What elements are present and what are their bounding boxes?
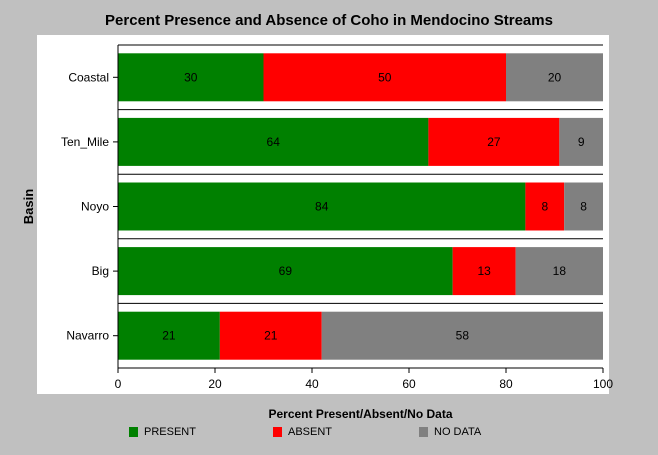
bar-absent-ten_mile [428, 117, 560, 166]
data-label: 58 [456, 329, 470, 343]
legend-item-absent: ABSENT [273, 426, 332, 438]
bar-absent-noyo [525, 182, 565, 231]
data-label: 20 [548, 70, 562, 84]
data-label: 21 [162, 329, 176, 343]
bar-absent-navarro [219, 311, 322, 360]
bar-no-data-coastal [506, 53, 603, 102]
data-label: 8 [541, 200, 548, 214]
y-axis-title: Basin [21, 189, 36, 224]
data-label: 18 [553, 264, 567, 278]
category-label: Big [92, 264, 109, 278]
x-axis-title: Percent Present/Absent/No Data [268, 407, 452, 421]
bar-absent-coastal [263, 53, 506, 102]
x-tick-label: 60 [402, 377, 416, 391]
bar-present-noyo [118, 182, 526, 231]
category-label: Navarro [66, 329, 109, 343]
bar-present-navarro [118, 311, 220, 360]
category-label: Coastal [68, 70, 109, 84]
bar-no-data-ten_mile [559, 117, 603, 166]
x-tick-label: 20 [208, 377, 222, 391]
data-label: 84 [315, 200, 329, 214]
data-label: 64 [267, 135, 281, 149]
legend-label: ABSENT [288, 426, 333, 438]
legend-swatch [273, 427, 282, 437]
data-label: 27 [487, 135, 501, 149]
legend-swatch [129, 427, 138, 437]
bar-no-data-big [515, 247, 603, 296]
bar-present-big [118, 247, 453, 296]
bar-present-ten_mile [118, 117, 429, 166]
bar-no-data-noyo [564, 182, 603, 231]
data-label: 69 [279, 264, 293, 278]
legend-item-no-data: NO DATA [419, 426, 481, 438]
category-label: Noyo [81, 200, 109, 214]
x-tick-label: 0 [115, 377, 122, 391]
x-tick-label: 80 [499, 377, 513, 391]
bar-no-data-navarro [321, 311, 603, 360]
data-label: 9 [578, 135, 585, 149]
bar-absent-big [452, 247, 516, 296]
legend-label: NO DATA [434, 426, 482, 438]
category-label: Ten_Mile [61, 135, 109, 149]
legend-item-present: PRESENT [129, 426, 196, 438]
data-label: 13 [477, 264, 491, 278]
data-label: 50 [378, 70, 392, 84]
x-tick-label: 100 [593, 377, 613, 391]
x-tick-label: 40 [305, 377, 319, 391]
legend-label: PRESENT [144, 426, 196, 438]
data-label: 30 [184, 70, 198, 84]
bar-present-coastal [118, 53, 264, 102]
chart-title: Percent Presence and Absence of Coho in … [105, 12, 553, 29]
legend-swatch [419, 427, 428, 437]
data-label: 21 [264, 329, 278, 343]
data-label: 8 [580, 200, 587, 214]
